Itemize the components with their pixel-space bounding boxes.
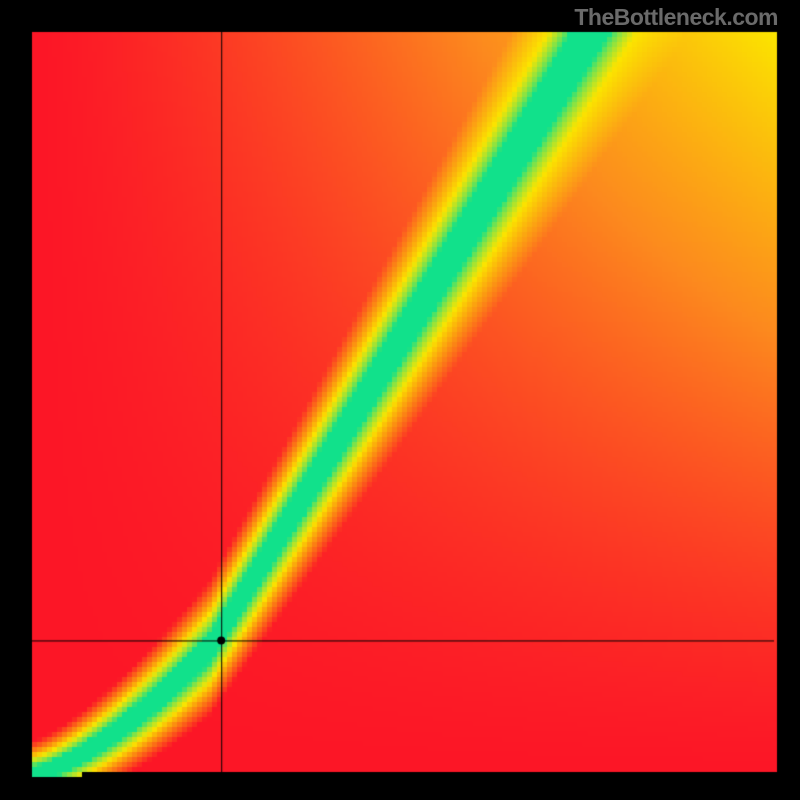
bottleneck-heatmap [0, 0, 800, 800]
chart-container: TheBottleneck.com [0, 0, 800, 800]
watermark-text: TheBottleneck.com [574, 4, 778, 31]
